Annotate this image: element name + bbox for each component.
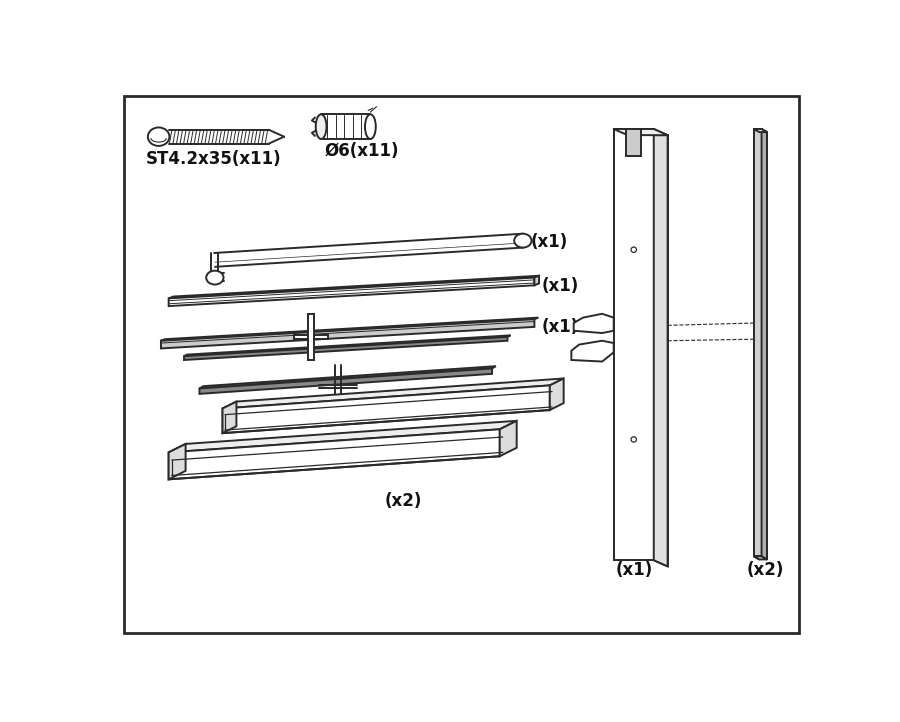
Text: (x2): (x2) [384,492,421,510]
Circle shape [631,437,636,442]
Polygon shape [614,129,653,560]
Polygon shape [626,129,642,156]
Polygon shape [161,318,538,341]
Text: (x1): (x1) [530,232,568,251]
Polygon shape [294,334,328,339]
Polygon shape [754,557,767,560]
Text: (x2): (x2) [746,561,784,579]
Polygon shape [754,129,767,132]
Polygon shape [550,378,563,410]
Polygon shape [184,335,510,356]
Polygon shape [168,430,500,479]
Polygon shape [168,277,535,306]
Ellipse shape [514,234,532,248]
Polygon shape [761,132,767,560]
Polygon shape [200,368,492,394]
Ellipse shape [316,114,327,139]
Polygon shape [572,341,614,362]
Circle shape [631,247,636,253]
Polygon shape [754,129,761,557]
Text: (x1): (x1) [542,277,580,295]
Polygon shape [614,129,668,135]
Ellipse shape [148,128,169,146]
Polygon shape [653,135,668,566]
Polygon shape [500,421,517,456]
Polygon shape [308,314,314,360]
Polygon shape [200,366,496,388]
Ellipse shape [365,114,376,139]
Text: Ø6(x11): Ø6(x11) [324,142,399,160]
Polygon shape [222,401,237,433]
Polygon shape [222,386,550,433]
Polygon shape [573,314,614,333]
Polygon shape [535,276,539,285]
Polygon shape [184,337,508,360]
Text: (x1): (x1) [616,561,652,579]
Text: ST4.2x35(x11): ST4.2x35(x11) [146,149,281,168]
Text: (x1): (x1) [542,318,580,336]
Polygon shape [168,276,539,298]
Ellipse shape [206,271,223,284]
Polygon shape [168,421,517,453]
Polygon shape [168,444,185,479]
Polygon shape [222,378,563,409]
Polygon shape [161,319,535,349]
